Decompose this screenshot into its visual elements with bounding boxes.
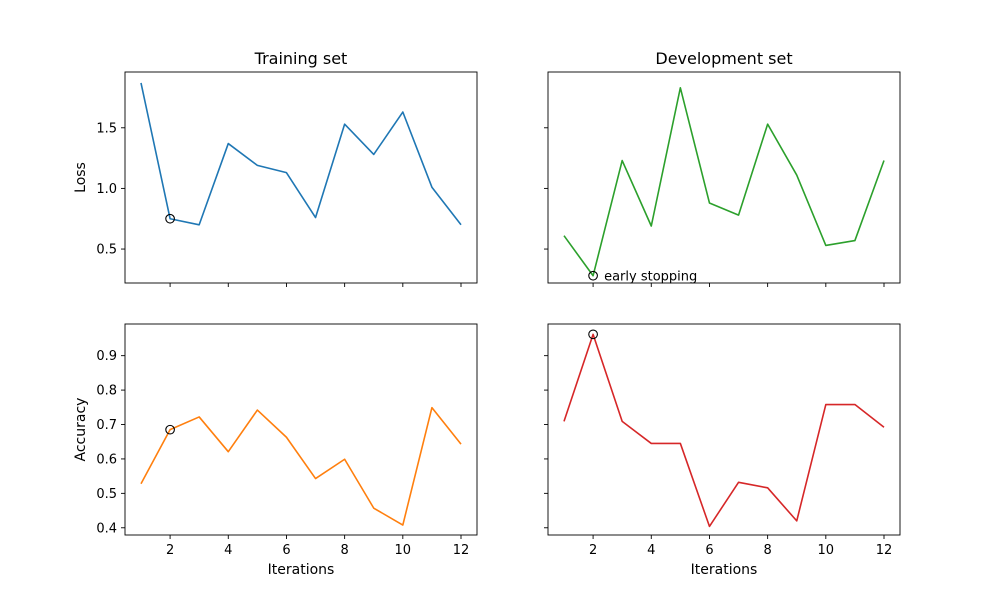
y-tick-label: 0.4 xyxy=(96,521,117,536)
y-tick-label: 0.5 xyxy=(96,243,117,258)
x-axis-label: Iterations xyxy=(691,562,758,578)
panel-title: Development set xyxy=(655,49,792,68)
panel-title: Training set xyxy=(254,49,348,68)
x-tick-label: 4 xyxy=(647,543,655,558)
y-axis-label: Accuracy xyxy=(73,398,89,462)
axes-frame xyxy=(547,323,901,536)
x-tick-label: 2 xyxy=(589,543,597,558)
panel-dev-acc: 2 4 6 8 10 12 Iterations xyxy=(544,323,901,578)
series-line-train-loss xyxy=(140,82,462,226)
axes-frame xyxy=(547,71,901,284)
best-iteration-marker xyxy=(588,329,598,340)
series-line-dev-loss xyxy=(563,86,885,277)
best-iteration-marker xyxy=(588,270,598,281)
panel-train-acc: 2 4 6 8 10 12 0.4 0.5 0.6 0.7 0.8 0.9 Iterations Accu… xyxy=(73,323,478,578)
x-tick-label: 6 xyxy=(705,543,713,558)
best-iteration-marker xyxy=(165,213,175,224)
series-line-dev-acc xyxy=(563,333,885,528)
series-line-train-acc xyxy=(140,406,462,526)
y-axis-label: Loss xyxy=(73,162,89,193)
x-tick-label: 10 xyxy=(395,543,412,558)
y-tick-label: 0.8 xyxy=(96,384,117,399)
y-tick-label: 0.9 xyxy=(96,349,117,364)
x-tick-label: 6 xyxy=(282,543,290,558)
x-tick-label: 2 xyxy=(166,543,174,558)
x-tick-label: 10 xyxy=(818,543,835,558)
x-axis-label: Iterations xyxy=(268,562,335,578)
x-tick-label: 12 xyxy=(876,543,893,558)
x-tick-label: 8 xyxy=(763,543,771,558)
panel-train-loss: 0.5 1.0 1.5 Training set Loss xyxy=(73,49,478,287)
y-tick-label: 1.0 xyxy=(96,182,117,197)
y-tick-label: 1.5 xyxy=(96,121,117,136)
axes-frame xyxy=(124,71,478,284)
x-tick-label: 12 xyxy=(453,543,470,558)
x-tick-label: 8 xyxy=(340,543,348,558)
y-tick-label: 0.7 xyxy=(96,418,117,433)
y-tick-label: 0.5 xyxy=(96,487,117,502)
best-iteration-marker xyxy=(165,424,175,435)
y-tick-label: 0.6 xyxy=(96,452,117,467)
axes-frame xyxy=(124,323,478,536)
annotation-early-stopping: early stopping xyxy=(604,270,697,285)
panel-dev-loss: early stopping Development set xyxy=(544,49,901,287)
x-tick-label: 4 xyxy=(224,543,232,558)
